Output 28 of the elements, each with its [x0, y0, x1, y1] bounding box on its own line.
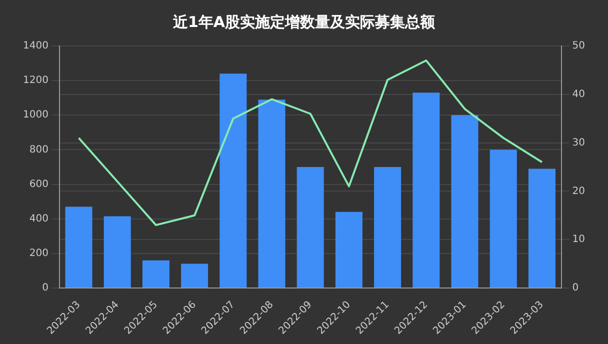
y2-tick-label: 40 — [572, 88, 586, 100]
y-tick-label: 600 — [29, 178, 48, 190]
bar — [374, 166, 402, 288]
y2-tick-label: 20 — [572, 186, 586, 197]
y-tick-label: 400 — [29, 213, 48, 224]
y2-tick-label: 10 — [572, 234, 586, 246]
bar — [104, 216, 131, 288]
bar — [528, 168, 556, 288]
y-tick-label: 0 — [42, 282, 48, 294]
bar — [220, 74, 247, 288]
bar — [65, 206, 92, 288]
bar — [490, 150, 517, 288]
chart-title: 近1年A股实施定增数量及实际募集总额 — [172, 12, 436, 31]
bar — [412, 92, 440, 288]
y-tick-label: 1400 — [22, 40, 48, 52]
bar — [335, 212, 362, 288]
y-tick-label: 800 — [29, 144, 48, 156]
y2-tick-label: 30 — [572, 137, 586, 148]
y2-tick-label: 50 — [572, 40, 586, 52]
bar — [181, 264, 208, 288]
bar — [451, 115, 478, 288]
y-tick-label: 1200 — [22, 75, 48, 86]
y-tick-label: 200 — [29, 248, 48, 259]
bar — [258, 100, 286, 288]
bar — [142, 260, 170, 288]
bar — [296, 166, 324, 288]
y2-tick-label: 0 — [572, 282, 579, 294]
y-tick-label: 1000 — [22, 110, 48, 121]
